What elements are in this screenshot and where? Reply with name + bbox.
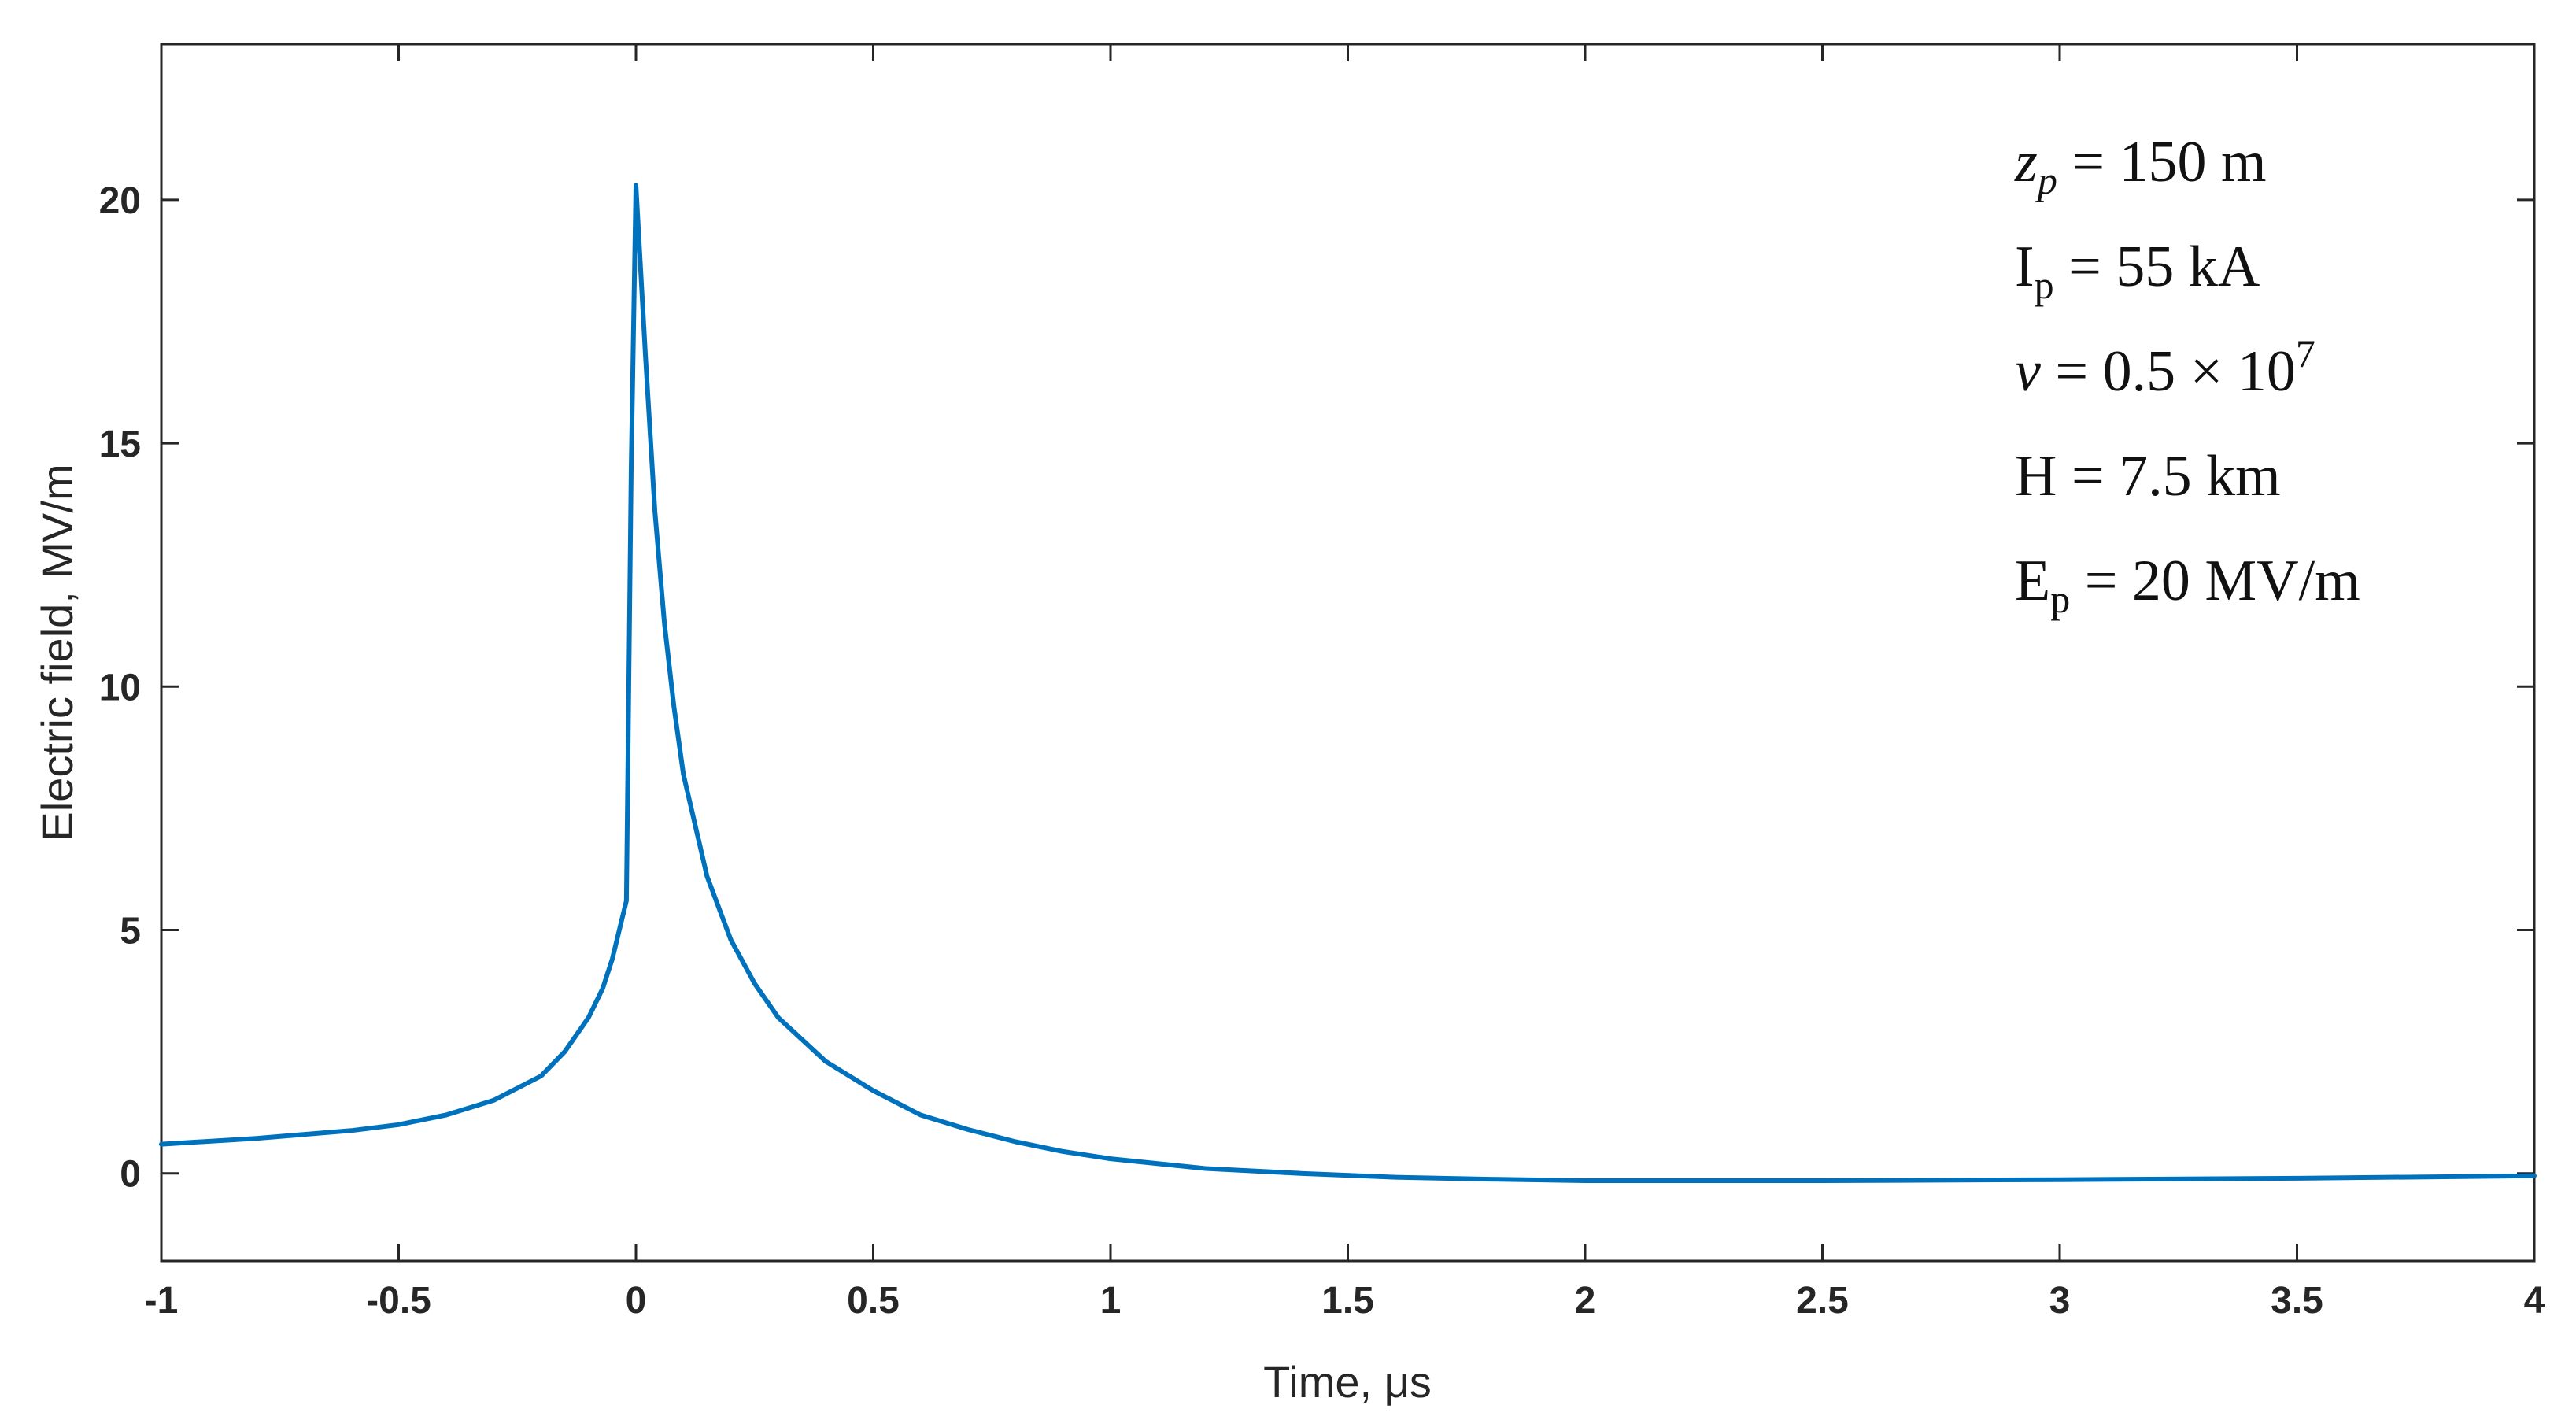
annotation-superscript: 7 (2296, 331, 2315, 375)
annotation-symbol: E (2015, 549, 2050, 613)
x-tick-label: 0.5 (847, 1280, 900, 1322)
x-tick-label: 3 (2049, 1280, 2071, 1322)
annotation-subscript: p (2050, 577, 2070, 621)
x-tick-label: -0.5 (366, 1280, 431, 1322)
y-tick-label: 5 (120, 910, 141, 952)
y-axis-title: Electric field, MV/m (32, 464, 82, 841)
annotation-line: Ip = 55 kA (2015, 235, 2260, 307)
x-tick-label: 1.5 (1321, 1280, 1374, 1322)
x-tick-label: 1 (1100, 1280, 1122, 1322)
x-tick-labels: -1 -0.5 0 0.5 1 1.5 2 2.5 3 3.5 4 (145, 1280, 2545, 1322)
y-tick-labels: 0 5 10 15 20 (99, 180, 141, 1196)
y-tick-label: 15 (99, 423, 141, 465)
annotation-subscript: p (2035, 263, 2054, 307)
x-tick-label: 2.5 (1796, 1280, 1849, 1322)
annotation-symbol: v (2015, 339, 2041, 404)
annotation-value: = 55 kA (2054, 235, 2260, 299)
y-tick-label: 10 (99, 667, 141, 708)
x-tick-label: 4 (2524, 1280, 2545, 1322)
annotation-symbol: z (2014, 130, 2038, 194)
annotation-line: zp = 150 m (2014, 130, 2267, 202)
plot-area (160, 43, 2536, 1263)
annotation-symbol: H (2015, 444, 2057, 508)
annotation-line: v = 0.5 × 107 (2015, 331, 2315, 404)
series-line-electric-field (159, 183, 2537, 1183)
annotation-subscript: p (2035, 158, 2057, 202)
x-tick-label: 3.5 (2271, 1280, 2323, 1322)
y-tick-label: 20 (99, 180, 141, 222)
axis-ticks (160, 44, 2536, 1261)
x-tick-label: 2 (1575, 1280, 1596, 1322)
annotation-line: H = 7.5 km (2015, 444, 2281, 508)
annotation-value: = 20 MV/m (2070, 549, 2360, 613)
annotation-value: = 0.5 × 10 (2041, 339, 2296, 404)
annotation-value: = 7.5 km (2057, 444, 2280, 508)
x-axis-title: Time, μs (1263, 1357, 1432, 1407)
annotation-symbol: I (2015, 235, 2035, 299)
annotation-value: = 150 m (2057, 130, 2267, 194)
annotation-line: Ep = 20 MV/m (2015, 549, 2360, 621)
x-tick-label: -1 (145, 1280, 179, 1322)
x-tick-label: 0 (626, 1280, 647, 1322)
y-tick-label: 0 (120, 1154, 141, 1196)
